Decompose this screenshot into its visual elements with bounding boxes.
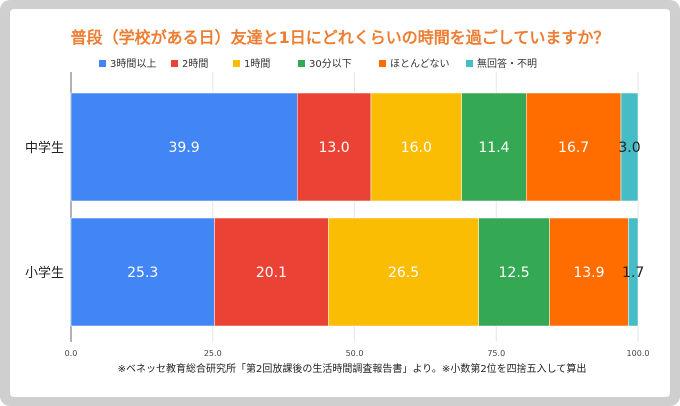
legend-label: 無回答・不明 — [477, 57, 537, 70]
source-note: ※ベネッセ教育総合研究所「第2回放課後の生活時間調査報告書」より。※小数第2位を… — [118, 362, 587, 375]
x-axis-ticks: 0.0 25.0 50.0 75.0 100.0 — [65, 349, 650, 358]
legend-swatch — [171, 60, 178, 67]
x-tick-label: 25.0 — [204, 349, 222, 358]
bar-segment — [328, 217, 479, 327]
legend-swatch — [379, 60, 386, 67]
bar-segment — [70, 92, 298, 202]
data-label: 13.9 — [573, 265, 604, 281]
x-tick-label: 50.0 — [346, 349, 364, 358]
bar-segment — [526, 92, 622, 202]
legend-label: 3時間以上 — [110, 58, 156, 70]
legend-label: 2時間 — [182, 58, 208, 70]
data-label: 12.5 — [499, 265, 530, 281]
chart-card — [10, 9, 670, 397]
bar-segment — [370, 92, 462, 202]
legend-item: 無回答・不明 — [466, 57, 537, 70]
x-tick-label: 100.0 — [627, 349, 650, 358]
data-label: 26.5 — [388, 265, 419, 281]
data-label: 20.1 — [256, 265, 287, 281]
legend-label: 30分以下 — [309, 58, 352, 70]
bar-segment — [296, 92, 372, 202]
legend-swatch — [466, 60, 473, 67]
bar-segment — [214, 217, 329, 327]
data-label: 16.0 — [401, 140, 432, 156]
legend-swatch — [99, 60, 106, 67]
data-label: 1.7 — [622, 265, 644, 281]
legend-swatch — [298, 60, 305, 67]
legend-item: 3時間以上 — [99, 58, 156, 70]
category-label: 中学生 — [25, 140, 64, 156]
bar-segment — [461, 92, 527, 202]
data-label: 39.9 — [169, 140, 200, 156]
x-tick-label: 0.0 — [65, 349, 78, 358]
x-tick-label: 75.0 — [487, 349, 505, 358]
bar-segment — [628, 217, 639, 327]
chart-title: 普段（学校がある日）友達と1日にどれくらいの時間を過ごしていますか？ — [71, 28, 610, 47]
bar-segment — [620, 92, 639, 202]
legend-swatch — [233, 60, 240, 67]
data-label: 16.7 — [558, 140, 589, 156]
bars: 39.9 13.0 16.0 11.4 16.7 3.0 25.3 20.1 26.5 12.5 1… — [70, 92, 644, 327]
bar-segment — [70, 217, 215, 327]
data-label: 13.0 — [319, 140, 350, 156]
legend-item: ほとんどない — [379, 58, 450, 70]
data-label: 3.0 — [618, 140, 640, 156]
data-label: 25.3 — [127, 265, 158, 281]
legend: 3時間以上 2時間 1時間 30分以下 ほとんどない 無回答・不明 — [99, 57, 537, 70]
legend-item: 2時間 — [171, 58, 208, 70]
legend-item: 1時間 — [233, 58, 270, 70]
data-label: 11.4 — [478, 140, 509, 156]
bar-row: 39.9 13.0 16.0 11.4 16.7 3.0 — [70, 92, 641, 202]
bar-segment — [549, 217, 629, 327]
bar-row: 25.3 20.1 26.5 12.5 13.9 1.7 — [70, 217, 644, 327]
legend-item: 30分以下 — [298, 58, 352, 70]
legend-label: ほとんどない — [390, 58, 450, 70]
category-label: 小学生 — [25, 265, 64, 281]
legend-label: 1時間 — [244, 58, 270, 70]
bar-segment — [478, 217, 550, 327]
